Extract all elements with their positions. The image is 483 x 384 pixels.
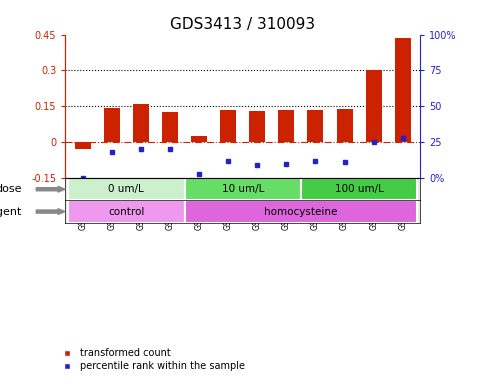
Title: GDS3413 / 310093: GDS3413 / 310093 xyxy=(170,17,315,32)
Bar xyxy=(301,178,417,200)
Bar xyxy=(191,136,207,142)
Bar xyxy=(133,104,149,142)
Bar xyxy=(68,200,185,223)
Text: 100 um/L: 100 um/L xyxy=(335,184,384,194)
Text: control: control xyxy=(108,207,144,217)
Bar xyxy=(395,38,411,142)
Bar xyxy=(185,178,301,200)
Bar xyxy=(278,110,294,142)
Bar xyxy=(75,142,91,149)
Bar xyxy=(68,178,185,200)
Bar xyxy=(366,70,382,142)
Bar xyxy=(185,200,417,223)
Bar xyxy=(162,112,178,142)
Text: 0 um/L: 0 um/L xyxy=(109,184,144,194)
Bar xyxy=(104,108,120,142)
Bar xyxy=(337,109,353,142)
Bar xyxy=(308,110,324,142)
Legend: transformed count, percentile rank within the sample: transformed count, percentile rank withi… xyxy=(53,344,249,375)
Text: agent: agent xyxy=(0,207,22,217)
Text: homocysteine: homocysteine xyxy=(264,207,338,217)
Bar xyxy=(220,110,236,142)
Text: dose: dose xyxy=(0,184,22,194)
Text: 10 um/L: 10 um/L xyxy=(222,184,264,194)
Bar xyxy=(249,111,265,142)
